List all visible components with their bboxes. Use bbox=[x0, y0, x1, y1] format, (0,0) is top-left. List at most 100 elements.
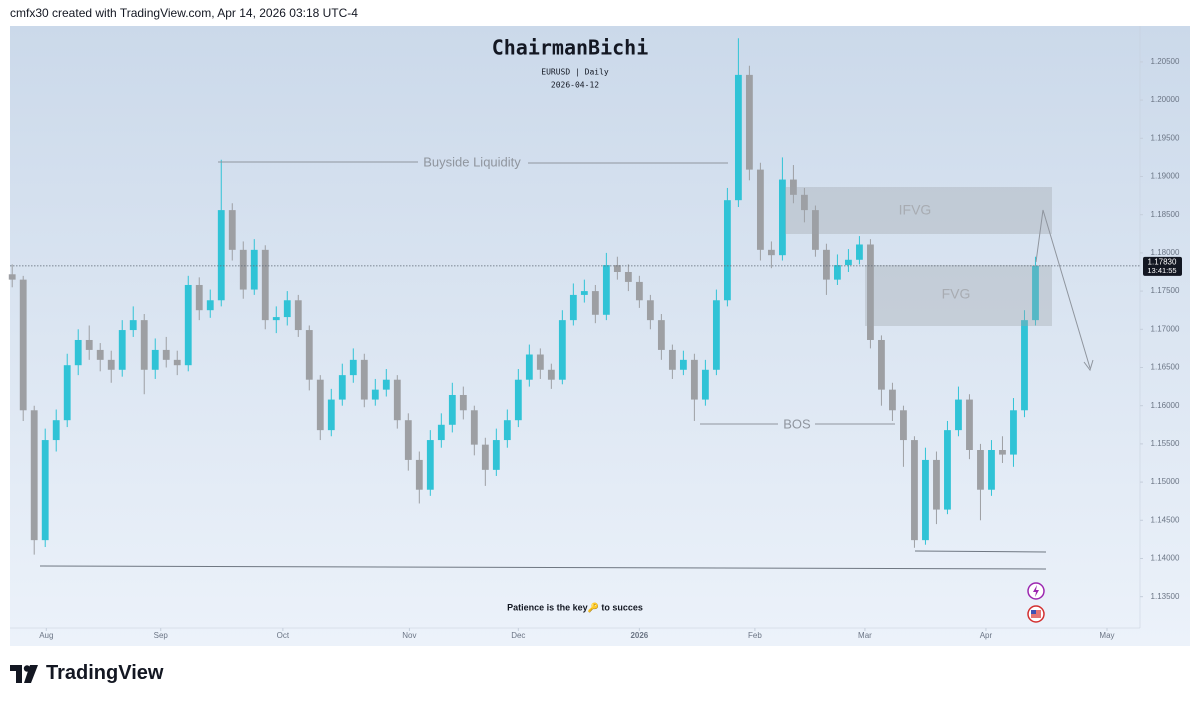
candle-body bbox=[393, 379, 401, 421]
candle-body bbox=[536, 354, 544, 370]
candle-body bbox=[933, 459, 940, 510]
x-tick-label: Aug bbox=[39, 631, 53, 640]
x-tick-label: Nov bbox=[402, 631, 416, 640]
candle-body bbox=[635, 281, 643, 301]
candle-body bbox=[580, 291, 588, 295]
candle-body bbox=[624, 271, 632, 282]
candle-body bbox=[239, 249, 247, 290]
candle-body bbox=[184, 284, 192, 366]
note: Patience is the key🔑 to succes bbox=[507, 601, 643, 613]
candle-body bbox=[701, 369, 709, 400]
candle-body bbox=[613, 265, 621, 272]
candle-body bbox=[789, 179, 797, 195]
ifvg-label: IFVG bbox=[899, 202, 932, 218]
candle-body bbox=[734, 74, 742, 201]
candle-body bbox=[118, 330, 126, 370]
candle-body bbox=[19, 279, 27, 411]
candle-body bbox=[349, 359, 357, 376]
candle-body bbox=[173, 359, 181, 366]
candle-body bbox=[294, 300, 302, 331]
candle-body bbox=[85, 339, 93, 350]
candle-body bbox=[1010, 410, 1017, 455]
candle-body bbox=[41, 440, 49, 541]
candle-body bbox=[437, 424, 445, 441]
event-icons bbox=[1027, 582, 1045, 623]
x-tick-label: 2026 bbox=[630, 631, 648, 640]
x-tick-label: Dec bbox=[511, 631, 525, 640]
y-tick-label: 1.18500 bbox=[1151, 210, 1180, 219]
candle-body bbox=[30, 410, 38, 541]
candle-body bbox=[151, 349, 159, 370]
candle-body bbox=[977, 449, 984, 490]
candle-body bbox=[966, 399, 973, 450]
header: cmfx30 created with TradingView.com, Apr… bbox=[10, 6, 358, 20]
candle-body bbox=[283, 300, 291, 318]
candle-body bbox=[514, 379, 522, 421]
x-tick-label: Oct bbox=[277, 631, 290, 640]
candle-body bbox=[778, 179, 786, 256]
candle-body bbox=[63, 365, 71, 421]
candle-body bbox=[1032, 265, 1039, 321]
chart-background bbox=[10, 26, 1190, 646]
candle-body bbox=[668, 349, 676, 370]
brand-logo bbox=[10, 664, 38, 683]
x-tick-label: Mar bbox=[858, 631, 872, 640]
candle-body bbox=[547, 369, 555, 380]
candle-body bbox=[1021, 320, 1028, 411]
candle-body bbox=[371, 389, 379, 400]
candle-body bbox=[228, 210, 236, 250]
candle-body bbox=[558, 320, 566, 380]
candle-body bbox=[569, 294, 577, 321]
y-tick-label: 1.15500 bbox=[1151, 439, 1180, 448]
candle-body bbox=[129, 320, 137, 331]
x-tick-label: May bbox=[1099, 631, 1114, 640]
low-line bbox=[39, 565, 1047, 570]
bos-label: BOS bbox=[783, 416, 811, 431]
candle-body bbox=[922, 459, 929, 541]
candle-body bbox=[756, 169, 764, 250]
fvg-label: FVG bbox=[942, 286, 971, 302]
candle-body bbox=[944, 430, 951, 510]
candle-body bbox=[767, 249, 775, 256]
candle-body bbox=[646, 300, 654, 321]
candle-body bbox=[261, 249, 269, 321]
candle-body bbox=[492, 440, 500, 470]
candle-body bbox=[217, 210, 225, 301]
flag-icon bbox=[1031, 610, 1036, 614]
candle-body bbox=[448, 394, 456, 425]
candle-body bbox=[426, 440, 434, 490]
candle-body bbox=[845, 259, 852, 266]
candle-body bbox=[382, 379, 390, 390]
candle-body bbox=[988, 449, 995, 490]
candle-body bbox=[415, 459, 423, 490]
fvg-box bbox=[865, 265, 1052, 326]
chart-subtitle: EURUSD | Daily bbox=[541, 68, 609, 77]
candle-body bbox=[591, 291, 599, 315]
candle-body bbox=[856, 244, 863, 260]
candles bbox=[8, 38, 1039, 555]
candle-body bbox=[801, 194, 808, 211]
y-tick-label: 1.16500 bbox=[1151, 363, 1180, 372]
candle-body bbox=[955, 399, 962, 431]
candle-body bbox=[481, 444, 489, 470]
candle-body bbox=[503, 420, 511, 441]
candle-body bbox=[823, 249, 830, 280]
candle-body bbox=[690, 359, 698, 400]
candle-body bbox=[867, 244, 874, 340]
candle-body bbox=[900, 410, 907, 441]
candle-body bbox=[723, 200, 731, 301]
candle-body bbox=[327, 399, 335, 431]
low-line bbox=[914, 550, 1047, 553]
y-tick-label: 1.17000 bbox=[1151, 324, 1180, 333]
candle-body bbox=[889, 389, 896, 411]
candle-body bbox=[712, 300, 720, 370]
chart-title: ChairmanBichi bbox=[492, 36, 649, 60]
candle-body bbox=[195, 284, 203, 311]
candle-body bbox=[107, 359, 115, 370]
candle-body bbox=[250, 249, 258, 290]
x-tick-label: Apr bbox=[980, 631, 993, 640]
candle-body bbox=[602, 265, 610, 315]
x-tick-label: Sep bbox=[154, 631, 169, 640]
candle-body bbox=[745, 74, 753, 170]
